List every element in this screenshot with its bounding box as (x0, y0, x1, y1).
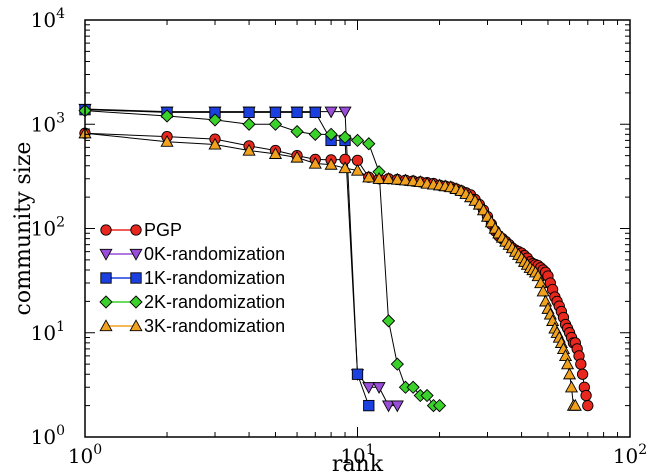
data-point (390, 172, 404, 185)
data-point (580, 389, 592, 402)
data-point (576, 368, 589, 380)
data-point (208, 113, 222, 127)
data-point (390, 400, 404, 413)
legend-item: PGP (100, 220, 182, 240)
data-point (372, 172, 386, 184)
data-point (350, 163, 365, 176)
y-tick-label: 101 (31, 319, 65, 345)
series-markers (78, 104, 447, 413)
data-point (362, 382, 376, 394)
legend-item: 2K-randomization (99, 292, 285, 312)
data-point (363, 399, 375, 412)
series-markers (78, 126, 582, 411)
data-point (324, 106, 338, 119)
legend-marker (129, 295, 143, 309)
data-point (351, 368, 364, 380)
legend-item: 0K-randomization (99, 244, 285, 264)
legend-marker (129, 248, 143, 261)
data-point (568, 398, 582, 411)
data-point (338, 161, 352, 174)
data-point (381, 400, 396, 413)
legend-label: 3K-randomization (144, 316, 285, 336)
legend-item: 1K-randomization (100, 268, 285, 288)
data-point (562, 367, 577, 380)
data-point (406, 380, 420, 394)
data-point (324, 127, 338, 141)
data-point (268, 117, 283, 131)
data-point (160, 134, 174, 147)
data-point (309, 106, 321, 119)
legend-marker (130, 272, 142, 284)
axis-tick-labels: 100 101 102 100 101 102 103 104 (31, 6, 648, 468)
data-point (381, 172, 396, 184)
legend-label: 2K-randomization (144, 292, 285, 312)
data-point (558, 349, 573, 361)
legend-label: 0K-randomization (144, 244, 285, 264)
data-point (390, 357, 404, 371)
data-point (208, 137, 222, 150)
x-tick-label: 102 (613, 442, 647, 468)
data-point (381, 314, 396, 328)
y-tick-label: 102 (31, 215, 65, 241)
data-point (242, 117, 256, 131)
legend-marker (100, 272, 112, 284)
data-point (432, 398, 447, 413)
x-tick-label: 100 (68, 442, 102, 468)
data-point (308, 156, 322, 169)
legend-label: PGP (144, 220, 182, 240)
legend-marker (129, 319, 143, 332)
data-point (350, 133, 365, 148)
data-point (269, 106, 282, 119)
legend-marker (99, 248, 113, 261)
y-axis-label: community size (11, 142, 36, 316)
data-point (582, 399, 594, 412)
data-point (575, 358, 587, 370)
legend-item: 3K-randomization (99, 316, 285, 336)
legend: PGP 0K-randomization 1K-randomization 2K-ra… (99, 220, 285, 336)
data-point (243, 106, 255, 119)
data-point (534, 276, 548, 289)
data-point (290, 124, 304, 139)
legend-label: 1K-randomization (144, 268, 285, 288)
data-point (560, 357, 575, 370)
axis-ticks (84, 19, 631, 438)
data-point (362, 137, 376, 151)
data-point (160, 109, 174, 123)
legend-marker (99, 319, 113, 332)
y-tick-label: 103 (31, 110, 65, 136)
data-point (338, 106, 352, 119)
data-point (420, 388, 434, 403)
data-point (324, 157, 338, 170)
y-tick-label: 100 (31, 423, 65, 449)
data-point (290, 150, 304, 163)
data-point (398, 173, 413, 186)
data-point (564, 380, 579, 393)
data-point (338, 130, 352, 144)
data-point (372, 382, 386, 394)
data-point (308, 127, 322, 141)
legend-marker (100, 224, 112, 236)
data-point (268, 147, 283, 159)
data-point (291, 106, 303, 119)
legend-marker (99, 295, 113, 309)
data-point (362, 170, 376, 183)
legend-marker (130, 224, 142, 236)
x-axis-label: rank (332, 452, 384, 475)
data-point (242, 143, 256, 156)
x-tick-label: 101 (340, 442, 374, 468)
data-point (536, 284, 550, 297)
y-tick-label: 104 (31, 6, 65, 32)
plot-markers (78, 103, 594, 413)
